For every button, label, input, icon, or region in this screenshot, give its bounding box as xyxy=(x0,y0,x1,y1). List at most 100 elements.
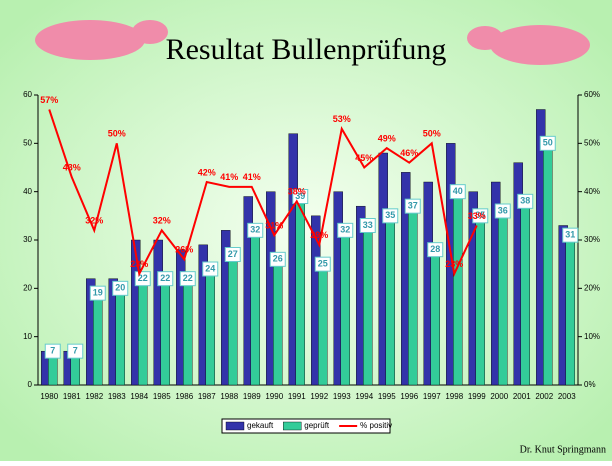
data-label: 7 xyxy=(50,346,55,356)
x-tick-label: 1997 xyxy=(423,392,441,401)
y2-tick-label: 20% xyxy=(584,283,600,292)
bar xyxy=(93,292,103,386)
data-label: 28 xyxy=(430,244,440,254)
data-label: 33% xyxy=(468,211,486,221)
data-label-box xyxy=(337,222,354,238)
data-label: 22 xyxy=(160,273,170,283)
x-tick-label: 2000 xyxy=(490,392,508,401)
data-label: 39 xyxy=(295,191,305,201)
data-label: 24 xyxy=(205,263,215,273)
data-label-box xyxy=(427,242,444,258)
data-label-box xyxy=(157,271,174,287)
data-label: 33 xyxy=(363,220,373,230)
bar xyxy=(565,234,575,386)
bar xyxy=(205,268,215,386)
bar xyxy=(363,225,373,386)
data-label: 27 xyxy=(228,249,238,259)
data-label: 32 xyxy=(250,225,260,235)
data-label: 36 xyxy=(498,205,508,215)
x-tick-label: 1980 xyxy=(40,392,58,401)
data-label-box xyxy=(44,343,61,359)
data-label-box xyxy=(517,193,534,209)
y-tick-label: 60 xyxy=(23,90,32,99)
data-label-box xyxy=(112,280,129,296)
bar xyxy=(453,191,463,386)
data-label: 31 xyxy=(565,230,575,240)
data-label: 7 xyxy=(73,346,78,356)
data-label: 22 xyxy=(138,273,148,283)
y2-tick-label: 10% xyxy=(584,332,600,341)
footer: Dr. Knut Springmann xyxy=(520,444,606,455)
data-label: 50% xyxy=(108,129,126,139)
data-label-box xyxy=(382,208,399,224)
x-tick-label: 1987 xyxy=(198,392,216,401)
data-label: 46% xyxy=(400,148,418,158)
data-label-box xyxy=(494,203,511,219)
x-tick-label: 1996 xyxy=(400,392,418,401)
bar xyxy=(295,196,305,386)
x-tick-label: 1985 xyxy=(153,392,171,401)
data-label-box xyxy=(472,208,489,224)
x-tick-label: 1981 xyxy=(63,392,81,401)
x-tick-label: 1982 xyxy=(85,392,103,401)
bar xyxy=(160,278,170,386)
data-label: 38 xyxy=(520,196,530,206)
x-tick-label: 1984 xyxy=(130,392,148,401)
legend-swatch xyxy=(225,421,245,431)
data-label-box xyxy=(89,285,106,301)
data-label: 26 xyxy=(273,254,283,264)
chart-title: Resultat Bullenprüfung xyxy=(166,33,447,66)
data-label: 38% xyxy=(288,187,306,197)
x-tick-label: 1993 xyxy=(333,392,351,401)
x-tick-label: 1999 xyxy=(468,392,486,401)
legend-box xyxy=(221,418,391,434)
data-label-box xyxy=(449,184,466,200)
data-label: 57% xyxy=(40,95,58,105)
data-label: 45% xyxy=(355,153,373,163)
data-label: 25 xyxy=(318,259,328,269)
data-label: 37 xyxy=(408,201,418,211)
data-label-box xyxy=(359,218,376,233)
x-tick-label: 2001 xyxy=(513,392,531,401)
y2-tick-label: 50% xyxy=(584,138,600,147)
legend-label: gekauft xyxy=(247,421,274,430)
bar xyxy=(498,210,508,386)
data-label: 41% xyxy=(243,172,261,182)
bar xyxy=(228,254,238,386)
y-tick-label: 30 xyxy=(23,235,32,244)
line xyxy=(48,109,478,278)
y-tick-label: 20 xyxy=(23,283,32,292)
data-label-box xyxy=(179,271,196,287)
bar xyxy=(273,259,283,386)
bar xyxy=(520,201,530,386)
x-tick-label: 1994 xyxy=(355,392,373,401)
data-label: 40 xyxy=(453,186,463,196)
y2-tick-label: 40% xyxy=(584,187,600,196)
data-label-box xyxy=(539,135,556,151)
bar xyxy=(183,278,193,386)
bar xyxy=(250,230,260,386)
legend-label: geprüft xyxy=(304,421,330,430)
data-label: 42% xyxy=(198,167,216,177)
x-tick-label: 2002 xyxy=(535,392,553,401)
bar xyxy=(138,278,148,386)
data-label: 53% xyxy=(333,114,351,124)
x-tick-label: 1998 xyxy=(445,392,463,401)
data-label: 29% xyxy=(310,230,328,240)
x-tick-label: 1986 xyxy=(175,392,193,401)
data-label: 22 xyxy=(183,273,193,283)
data-label: 50% xyxy=(423,129,441,139)
data-label-box xyxy=(202,261,219,277)
y-tick-label: 10 xyxy=(23,332,32,341)
bar xyxy=(115,288,125,386)
data-label: 35 xyxy=(385,210,395,220)
data-label: 35 xyxy=(475,210,485,220)
data-label: 32% xyxy=(85,216,103,226)
y-tick-label: 40 xyxy=(23,187,32,196)
legend-label: % positiv xyxy=(360,421,392,430)
y2-tick-label: 60% xyxy=(584,90,600,99)
data-label-box xyxy=(67,343,84,359)
x-tick-label: 1992 xyxy=(310,392,328,401)
data-label-box xyxy=(314,256,331,272)
